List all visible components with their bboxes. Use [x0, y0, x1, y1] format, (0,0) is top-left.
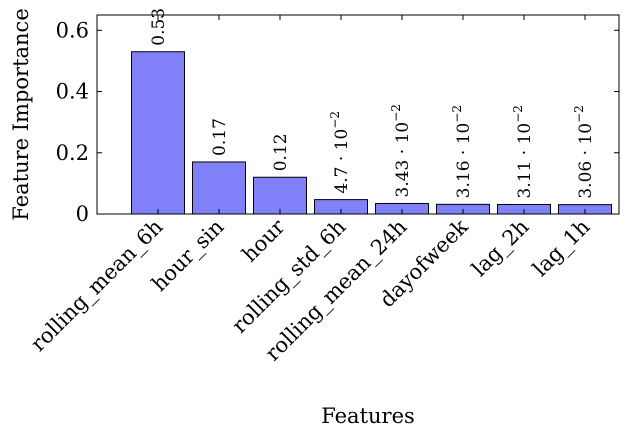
- bar-hour_sin: [192, 161, 246, 215]
- bar-hour: [253, 176, 307, 215]
- x-tick-label: lag_2h: [467, 215, 534, 282]
- x-axis-title: Features: [321, 404, 415, 428]
- bar-rolling_mean_6h: [131, 51, 185, 215]
- data-label: 4.7 · 10−2: [328, 111, 352, 194]
- bars-group: [131, 51, 612, 215]
- y-tick-label: 0.6: [56, 18, 89, 42]
- x-tick-label: hour: [237, 214, 290, 267]
- x-tick-label: rolling_mean_6h: [26, 215, 167, 356]
- data-labels-group: 0.53 0.17 0.12 4.7 · 10−2 3.43 · 10−2 3.16 · …: [149, 8, 596, 199]
- data-label: 0.17: [210, 118, 230, 156]
- y-tick-label: 0.4: [56, 80, 89, 104]
- data-label: 3.06 · 10−2: [572, 105, 596, 198]
- plot-frame: [96, 14, 620, 215]
- data-label: 0.12: [271, 133, 291, 171]
- y-axis-ticks: 0 0.2 0.4 0.6: [56, 18, 619, 226]
- y-axis-title: Feature Importance: [9, 8, 33, 220]
- y-tick-label: 0.2: [56, 141, 89, 165]
- x-tick-label: lag_1h: [528, 215, 595, 282]
- data-label: 3.43 · 10−2: [389, 104, 413, 197]
- data-label: 0.53: [149, 8, 169, 46]
- y-tick-label: 0: [76, 202, 89, 226]
- data-label: 3.16 · 10−2: [450, 105, 474, 198]
- data-label: 3.11 · 10−2: [511, 105, 535, 198]
